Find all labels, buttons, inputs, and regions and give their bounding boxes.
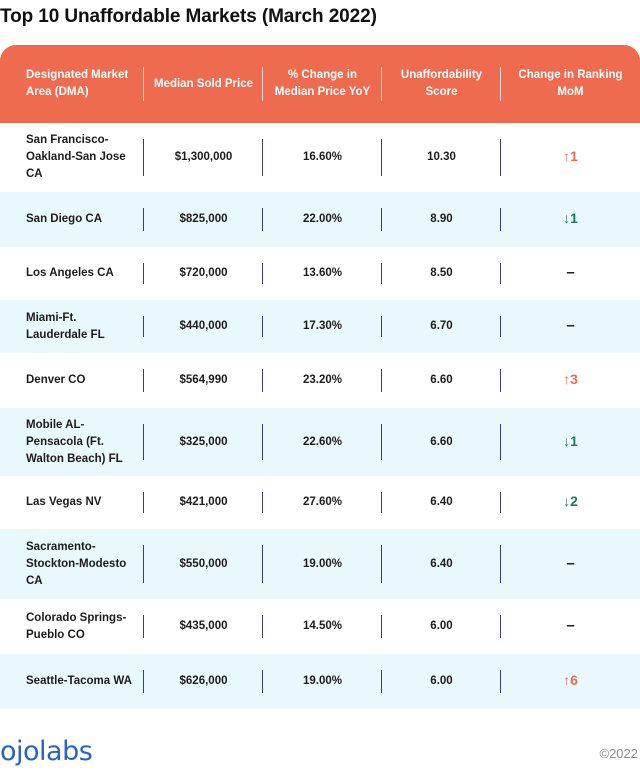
table-row: San Diego CA $825,000 22.00% 8.90 ↓1	[0, 192, 640, 247]
score-cell: 6.60	[382, 353, 501, 408]
rank-change-cell: –	[501, 300, 640, 353]
chart-title: Top 10 Unaffordable Markets (March 2022)	[0, 6, 377, 27]
table-row: Denver CO $564,990 23.20% 6.60 ↑3	[0, 353, 640, 408]
score-cell: 8.50	[382, 247, 501, 300]
copyright: ©2022	[599, 746, 639, 761]
rank-change: ↓1	[563, 210, 578, 226]
ojolabs-logo: ojolabs	[0, 736, 93, 767]
header-median-price: Median Sold Price	[144, 45, 263, 123]
dma-cell: Miami-Ft. Lauderdale FL	[0, 300, 144, 353]
arrow-up-icon: ↑	[563, 672, 571, 688]
no-change-dash-icon: –	[566, 617, 575, 634]
table-row: Mobile AL-Pensacola (Ft. Walton Beach) F…	[0, 408, 640, 476]
rank-change-cell: ↓1	[501, 408, 640, 476]
rank-change: ↑3	[563, 371, 578, 387]
arrow-down-icon: ↓	[563, 432, 571, 449]
change-yoy-cell: 22.00%	[263, 192, 382, 247]
table-row: Seattle-Tacoma WA $626,000 19.00% 6.00 ↑6	[0, 654, 640, 709]
header-rank-change: Change in Ranking MoM	[501, 45, 640, 123]
score-cell: 6.40	[382, 529, 501, 599]
price-cell: $435,000	[144, 599, 263, 654]
price-cell: $421,000	[144, 476, 263, 529]
rank-change: ↑1	[563, 148, 578, 164]
rank-change-cell: ↑1	[501, 123, 640, 192]
price-cell: $626,000	[144, 654, 263, 709]
change-yoy-cell: 19.00%	[263, 654, 382, 709]
price-cell: $440,000	[144, 300, 263, 353]
rank-change-value: 3	[570, 371, 578, 387]
table-row: Miami-Ft. Lauderdale FL $440,000 17.30% 6.7…	[0, 300, 640, 353]
no-change-dash-icon: –	[566, 264, 575, 281]
table-row: Sacramento-Stockton-Modesto CA $550,000 19…	[0, 529, 640, 599]
score-cell: 10.30	[382, 123, 501, 192]
score-cell: 8.90	[382, 192, 501, 247]
price-cell: $720,000	[144, 247, 263, 300]
rank-change-value: 1	[570, 148, 578, 164]
dma-cell: Colorado Springs-Pueblo CO	[0, 599, 144, 654]
markets-table: Designated Market Area (DMA) Median Sold…	[0, 45, 640, 709]
rank-change-value: 2	[570, 493, 578, 509]
arrow-up-icon: ↑	[563, 148, 571, 164]
change-yoy-cell: 13.60%	[263, 247, 382, 300]
rank-change: ↓2	[563, 493, 578, 509]
change-yoy-cell: 27.60%	[263, 476, 382, 529]
rank-change: ↓1	[563, 433, 578, 449]
rank-change-cell: ↑3	[501, 353, 640, 408]
dma-cell: Los Angeles CA	[0, 247, 144, 300]
change-yoy-cell: 23.20%	[263, 353, 382, 408]
price-cell: $564,990	[144, 353, 263, 408]
score-cell: 6.70	[382, 300, 501, 353]
rank-change: ↑6	[563, 672, 578, 688]
dma-cell: Las Vegas NV	[0, 476, 144, 529]
change-yoy-cell: 17.30%	[263, 300, 382, 353]
table-body: San Francisco-Oakland-San Jose CA $1,300,…	[0, 123, 640, 709]
table-row: Los Angeles CA $720,000 13.60% 8.50 –	[0, 247, 640, 300]
dma-cell: Seattle-Tacoma WA	[0, 654, 144, 709]
rank-change-cell: ↓1	[501, 192, 640, 247]
arrow-down-icon: ↓	[563, 210, 571, 226]
change-yoy-cell: 14.50%	[263, 599, 382, 654]
dma-cell: Denver CO	[0, 353, 144, 408]
arrow-up-icon: ↑	[563, 371, 571, 387]
arrow-down-icon: ↓	[563, 493, 571, 509]
score-cell: 6.40	[382, 476, 501, 529]
change-yoy-cell: 22.60%	[263, 408, 382, 476]
header-score: Unaffordability Score	[382, 45, 501, 123]
header-row: Designated Market Area (DMA) Median Sold…	[0, 45, 640, 123]
price-cell: $325,000	[144, 408, 263, 476]
score-cell: 6.60	[382, 408, 501, 476]
change-yoy-cell: 16.60%	[263, 123, 382, 192]
rank-change-value: 1	[570, 210, 578, 226]
dma-cell: Sacramento-Stockton-Modesto CA	[0, 529, 144, 599]
score-cell: 6.00	[382, 599, 501, 654]
rank-change-cell: ↓2	[501, 476, 640, 529]
header-change-yoy: % Change in Median Price YoY	[263, 45, 382, 123]
table-row: Colorado Springs-Pueblo CO $435,000 14.50%…	[0, 599, 640, 654]
rank-change-cell: –	[501, 529, 640, 599]
dma-cell: San Diego CA	[0, 192, 144, 247]
change-yoy-cell: 19.00%	[263, 529, 382, 599]
rank-change-value: 6	[570, 672, 578, 688]
rank-change-value: 1	[570, 432, 578, 449]
rank-change-cell: –	[501, 599, 640, 654]
price-cell: $825,000	[144, 192, 263, 247]
table-row: Las Vegas NV $421,000 27.60% 6.40 ↓2	[0, 476, 640, 529]
price-cell: $1,300,000	[144, 123, 263, 192]
table-row: San Francisco-Oakland-San Jose CA $1,300,…	[0, 123, 640, 192]
score-cell: 6.00	[382, 654, 501, 709]
rank-change-cell: –	[501, 247, 640, 300]
dma-cell: San Francisco-Oakland-San Jose CA	[0, 123, 144, 192]
no-change-dash-icon: –	[566, 317, 575, 334]
header-dma: Designated Market Area (DMA)	[0, 45, 144, 123]
no-change-dash-icon: –	[566, 554, 575, 572]
dma-cell: Mobile AL-Pensacola (Ft. Walton Beach) F…	[0, 408, 144, 476]
rank-change-cell: ↑6	[501, 654, 640, 709]
price-cell: $550,000	[144, 529, 263, 599]
